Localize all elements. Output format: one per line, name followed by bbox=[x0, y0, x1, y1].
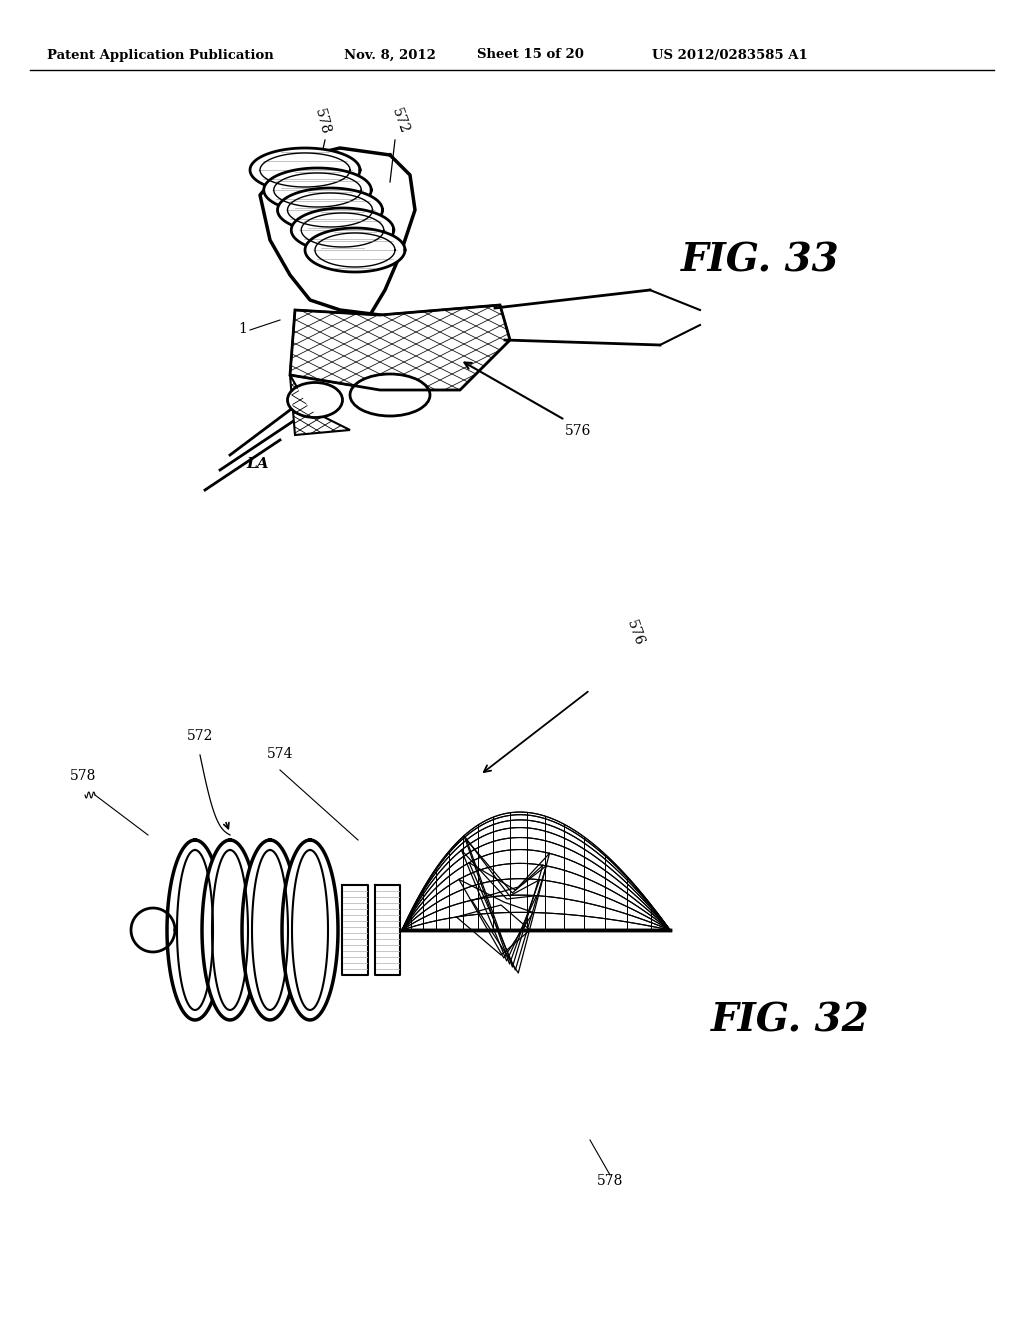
Text: 576: 576 bbox=[565, 424, 591, 438]
Text: Nov. 8, 2012: Nov. 8, 2012 bbox=[344, 49, 436, 62]
Text: 1: 1 bbox=[239, 322, 248, 337]
Ellipse shape bbox=[350, 374, 430, 416]
Polygon shape bbox=[131, 908, 175, 952]
Polygon shape bbox=[291, 209, 394, 252]
Polygon shape bbox=[375, 884, 400, 975]
Polygon shape bbox=[202, 840, 258, 1020]
Polygon shape bbox=[290, 375, 350, 436]
Polygon shape bbox=[290, 305, 510, 389]
Text: Sheet 15 of 20: Sheet 15 of 20 bbox=[476, 49, 584, 62]
Text: US 2012/0283585 A1: US 2012/0283585 A1 bbox=[652, 49, 808, 62]
Text: 578: 578 bbox=[312, 107, 332, 136]
Text: 578: 578 bbox=[597, 1173, 624, 1188]
Text: FIG. 32: FIG. 32 bbox=[711, 1001, 869, 1039]
Text: 576: 576 bbox=[624, 619, 646, 648]
Polygon shape bbox=[250, 148, 360, 191]
Text: LA: LA bbox=[247, 457, 269, 471]
Text: FIG. 33: FIG. 33 bbox=[681, 242, 840, 279]
Text: 578: 578 bbox=[70, 770, 96, 783]
Text: Patent Application Publication: Patent Application Publication bbox=[47, 49, 273, 62]
Polygon shape bbox=[264, 168, 372, 213]
Text: 572: 572 bbox=[389, 107, 411, 136]
Text: 574: 574 bbox=[266, 747, 293, 762]
Polygon shape bbox=[242, 840, 298, 1020]
Ellipse shape bbox=[288, 383, 342, 417]
Polygon shape bbox=[167, 840, 223, 1020]
Text: 572: 572 bbox=[186, 729, 213, 743]
Polygon shape bbox=[305, 228, 406, 272]
Polygon shape bbox=[282, 840, 338, 1020]
Polygon shape bbox=[278, 187, 383, 232]
Polygon shape bbox=[342, 884, 368, 975]
